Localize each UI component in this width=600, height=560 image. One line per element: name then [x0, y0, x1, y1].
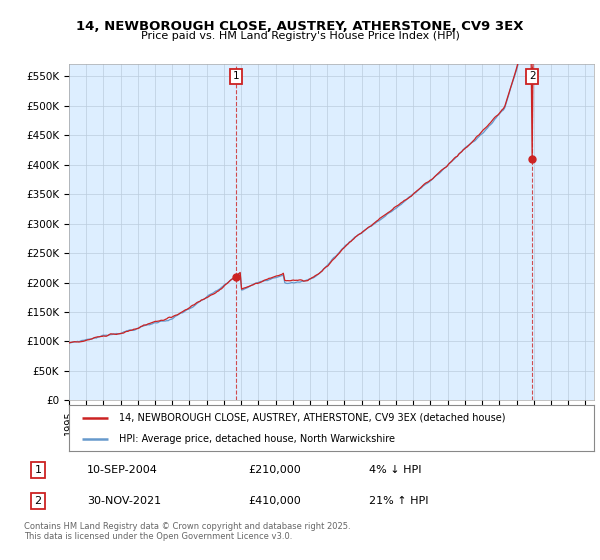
Text: 10-SEP-2004: 10-SEP-2004 — [87, 465, 158, 475]
Text: 2: 2 — [529, 71, 536, 81]
Text: 30-NOV-2021: 30-NOV-2021 — [87, 496, 161, 506]
Text: £210,000: £210,000 — [248, 465, 301, 475]
Text: 21% ↑ HPI: 21% ↑ HPI — [369, 496, 428, 506]
Text: Contains HM Land Registry data © Crown copyright and database right 2025.
This d: Contains HM Land Registry data © Crown c… — [24, 522, 350, 542]
Text: Price paid vs. HM Land Registry's House Price Index (HPI): Price paid vs. HM Land Registry's House … — [140, 31, 460, 41]
Text: 14, NEWBOROUGH CLOSE, AUSTREY, ATHERSTONE, CV9 3EX: 14, NEWBOROUGH CLOSE, AUSTREY, ATHERSTON… — [76, 20, 524, 32]
Text: 4% ↓ HPI: 4% ↓ HPI — [369, 465, 422, 475]
Text: 1: 1 — [34, 465, 41, 475]
Text: HPI: Average price, detached house, North Warwickshire: HPI: Average price, detached house, Nort… — [119, 434, 395, 444]
Text: £410,000: £410,000 — [248, 496, 301, 506]
Text: 2: 2 — [34, 496, 41, 506]
Text: 14, NEWBOROUGH CLOSE, AUSTREY, ATHERSTONE, CV9 3EX (detached house): 14, NEWBOROUGH CLOSE, AUSTREY, ATHERSTON… — [119, 413, 505, 423]
Text: 1: 1 — [233, 71, 239, 81]
